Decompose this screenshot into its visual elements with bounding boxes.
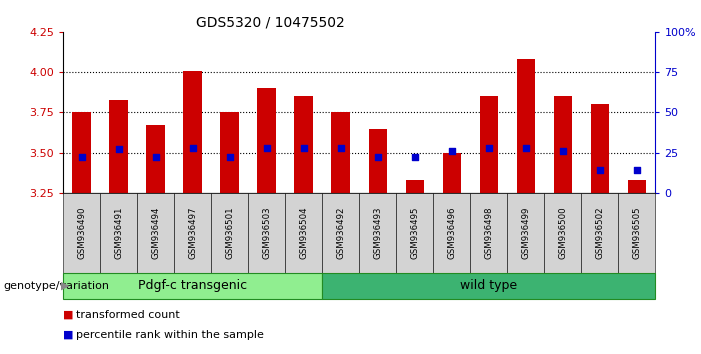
Text: ■: ■ [63, 330, 74, 339]
Bar [257, 88, 276, 193]
Point [483, 145, 494, 151]
Bar [627, 180, 646, 193]
Bar [554, 96, 572, 193]
Text: GSM936490: GSM936490 [77, 206, 86, 259]
Point [520, 145, 531, 151]
Point [298, 145, 309, 151]
Text: GSM936501: GSM936501 [225, 206, 234, 259]
Point [594, 167, 606, 173]
Bar [109, 99, 128, 193]
Bar [184, 70, 202, 193]
Text: GSM936503: GSM936503 [262, 206, 271, 259]
Point [150, 155, 161, 160]
Text: Pdgf-c transgenic: Pdgf-c transgenic [138, 279, 247, 292]
Text: GSM936504: GSM936504 [299, 206, 308, 259]
Bar [147, 125, 165, 193]
Text: GSM936500: GSM936500 [559, 206, 567, 259]
Text: percentile rank within the sample: percentile rank within the sample [76, 330, 264, 339]
Point [224, 155, 236, 160]
Bar [442, 153, 461, 193]
Text: GSM936493: GSM936493 [373, 206, 382, 259]
Text: genotype/variation: genotype/variation [4, 281, 109, 291]
Text: GSM936495: GSM936495 [410, 206, 419, 259]
Text: GSM936499: GSM936499 [522, 207, 531, 259]
Text: GSM936496: GSM936496 [447, 206, 456, 259]
Bar [479, 96, 498, 193]
Text: transformed count: transformed count [76, 310, 179, 320]
Text: ▶: ▶ [61, 281, 69, 291]
Point [372, 155, 383, 160]
Bar [591, 104, 609, 193]
Point [76, 155, 87, 160]
Text: GDS5320 / 10475502: GDS5320 / 10475502 [196, 16, 345, 30]
Text: GSM936502: GSM936502 [595, 206, 604, 259]
Point [632, 167, 643, 173]
Text: GSM936505: GSM936505 [632, 206, 641, 259]
Bar [332, 113, 350, 193]
Text: GSM936492: GSM936492 [336, 206, 346, 259]
Text: GSM936491: GSM936491 [114, 206, 123, 259]
Point [261, 145, 272, 151]
Text: GSM936497: GSM936497 [188, 206, 197, 259]
Bar [517, 59, 535, 193]
Point [187, 145, 198, 151]
Point [557, 148, 569, 154]
Text: ■: ■ [63, 310, 74, 320]
Point [409, 155, 421, 160]
Text: wild type: wild type [461, 279, 517, 292]
Text: GSM936498: GSM936498 [484, 206, 494, 259]
Point [447, 148, 458, 154]
Point [335, 145, 346, 151]
Bar [294, 96, 313, 193]
Bar [406, 180, 424, 193]
Bar [72, 113, 91, 193]
Bar [369, 129, 387, 193]
Point [113, 147, 124, 152]
Bar [220, 113, 239, 193]
Text: GSM936494: GSM936494 [151, 206, 160, 259]
